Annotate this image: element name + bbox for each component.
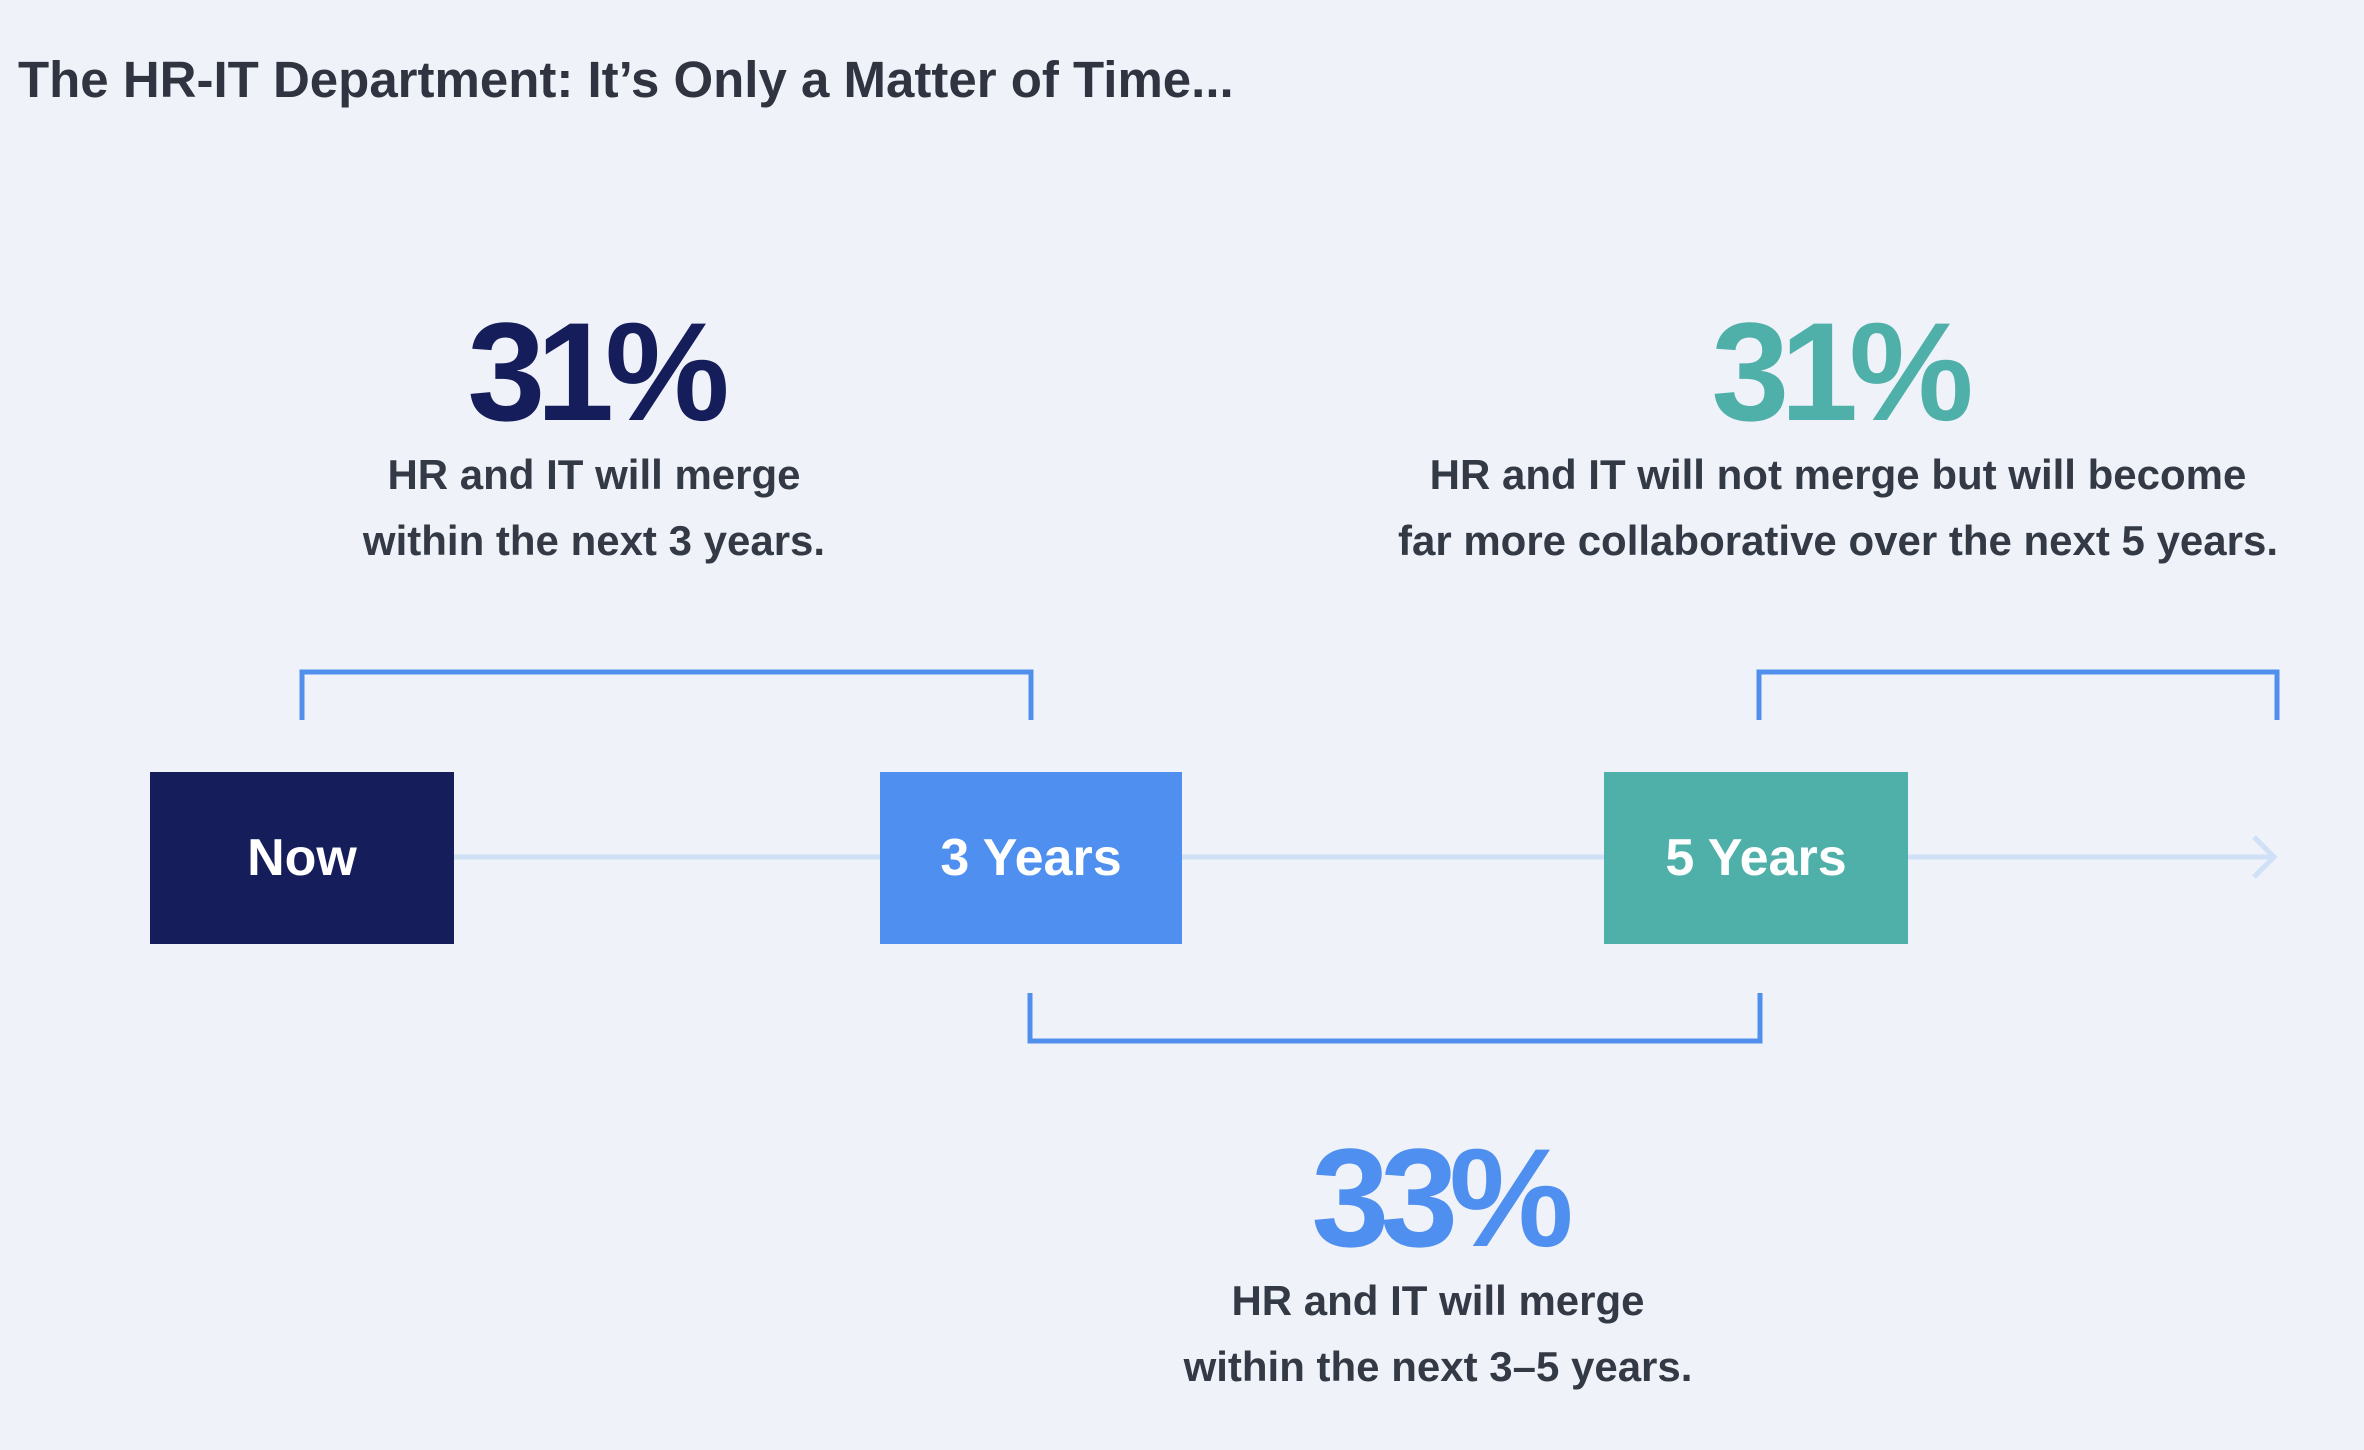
bracket-5-years-onward (1756, 669, 2280, 720)
stat-description-line: HR and IT will not merge but will become (1429, 451, 2247, 498)
stat-percent: 31% (467, 293, 729, 450)
milestone-3-years: 3 Years (880, 772, 1182, 944)
stat-collaborate-5-years: 31% HR and IT will not merge but will be… (1398, 302, 2278, 574)
stat-description-line: within the next 3–5 years. (1183, 1343, 1693, 1390)
page-title: The HR-IT Department: It’s Only a Matter… (18, 51, 1234, 108)
stat-description: HR and IT will not merge but will become… (1398, 442, 2278, 574)
bracket-now-to-3-years (299, 669, 1034, 720)
stat-description-line: within the next 3 years. (362, 517, 826, 564)
timeline-arrow-icon (2252, 835, 2278, 879)
stat-description-line: far more collaborative over the next 5 y… (1397, 517, 2279, 564)
bracket-3-to-5-years (1027, 993, 1763, 1044)
stat-percent: 31% (1711, 293, 1973, 450)
stat-description-line: HR and IT will merge (387, 451, 801, 498)
milestone-5-years: 5 Years (1604, 772, 1908, 944)
stat-description-line: HR and IT will merge (1231, 1277, 1645, 1324)
stat-percent: 33% (1311, 1119, 1573, 1276)
stat-description: HR and IT will merge within the next 3 y… (363, 442, 825, 574)
stat-merge-3-years: 31% HR and IT will merge within the next… (363, 302, 825, 574)
stat-description: HR and IT will merge within the next 3–5… (1184, 1268, 1693, 1400)
stat-merge-3-5-years: 33% HR and IT will merge within the next… (1184, 1128, 1693, 1400)
milestone-now: Now (150, 772, 454, 944)
